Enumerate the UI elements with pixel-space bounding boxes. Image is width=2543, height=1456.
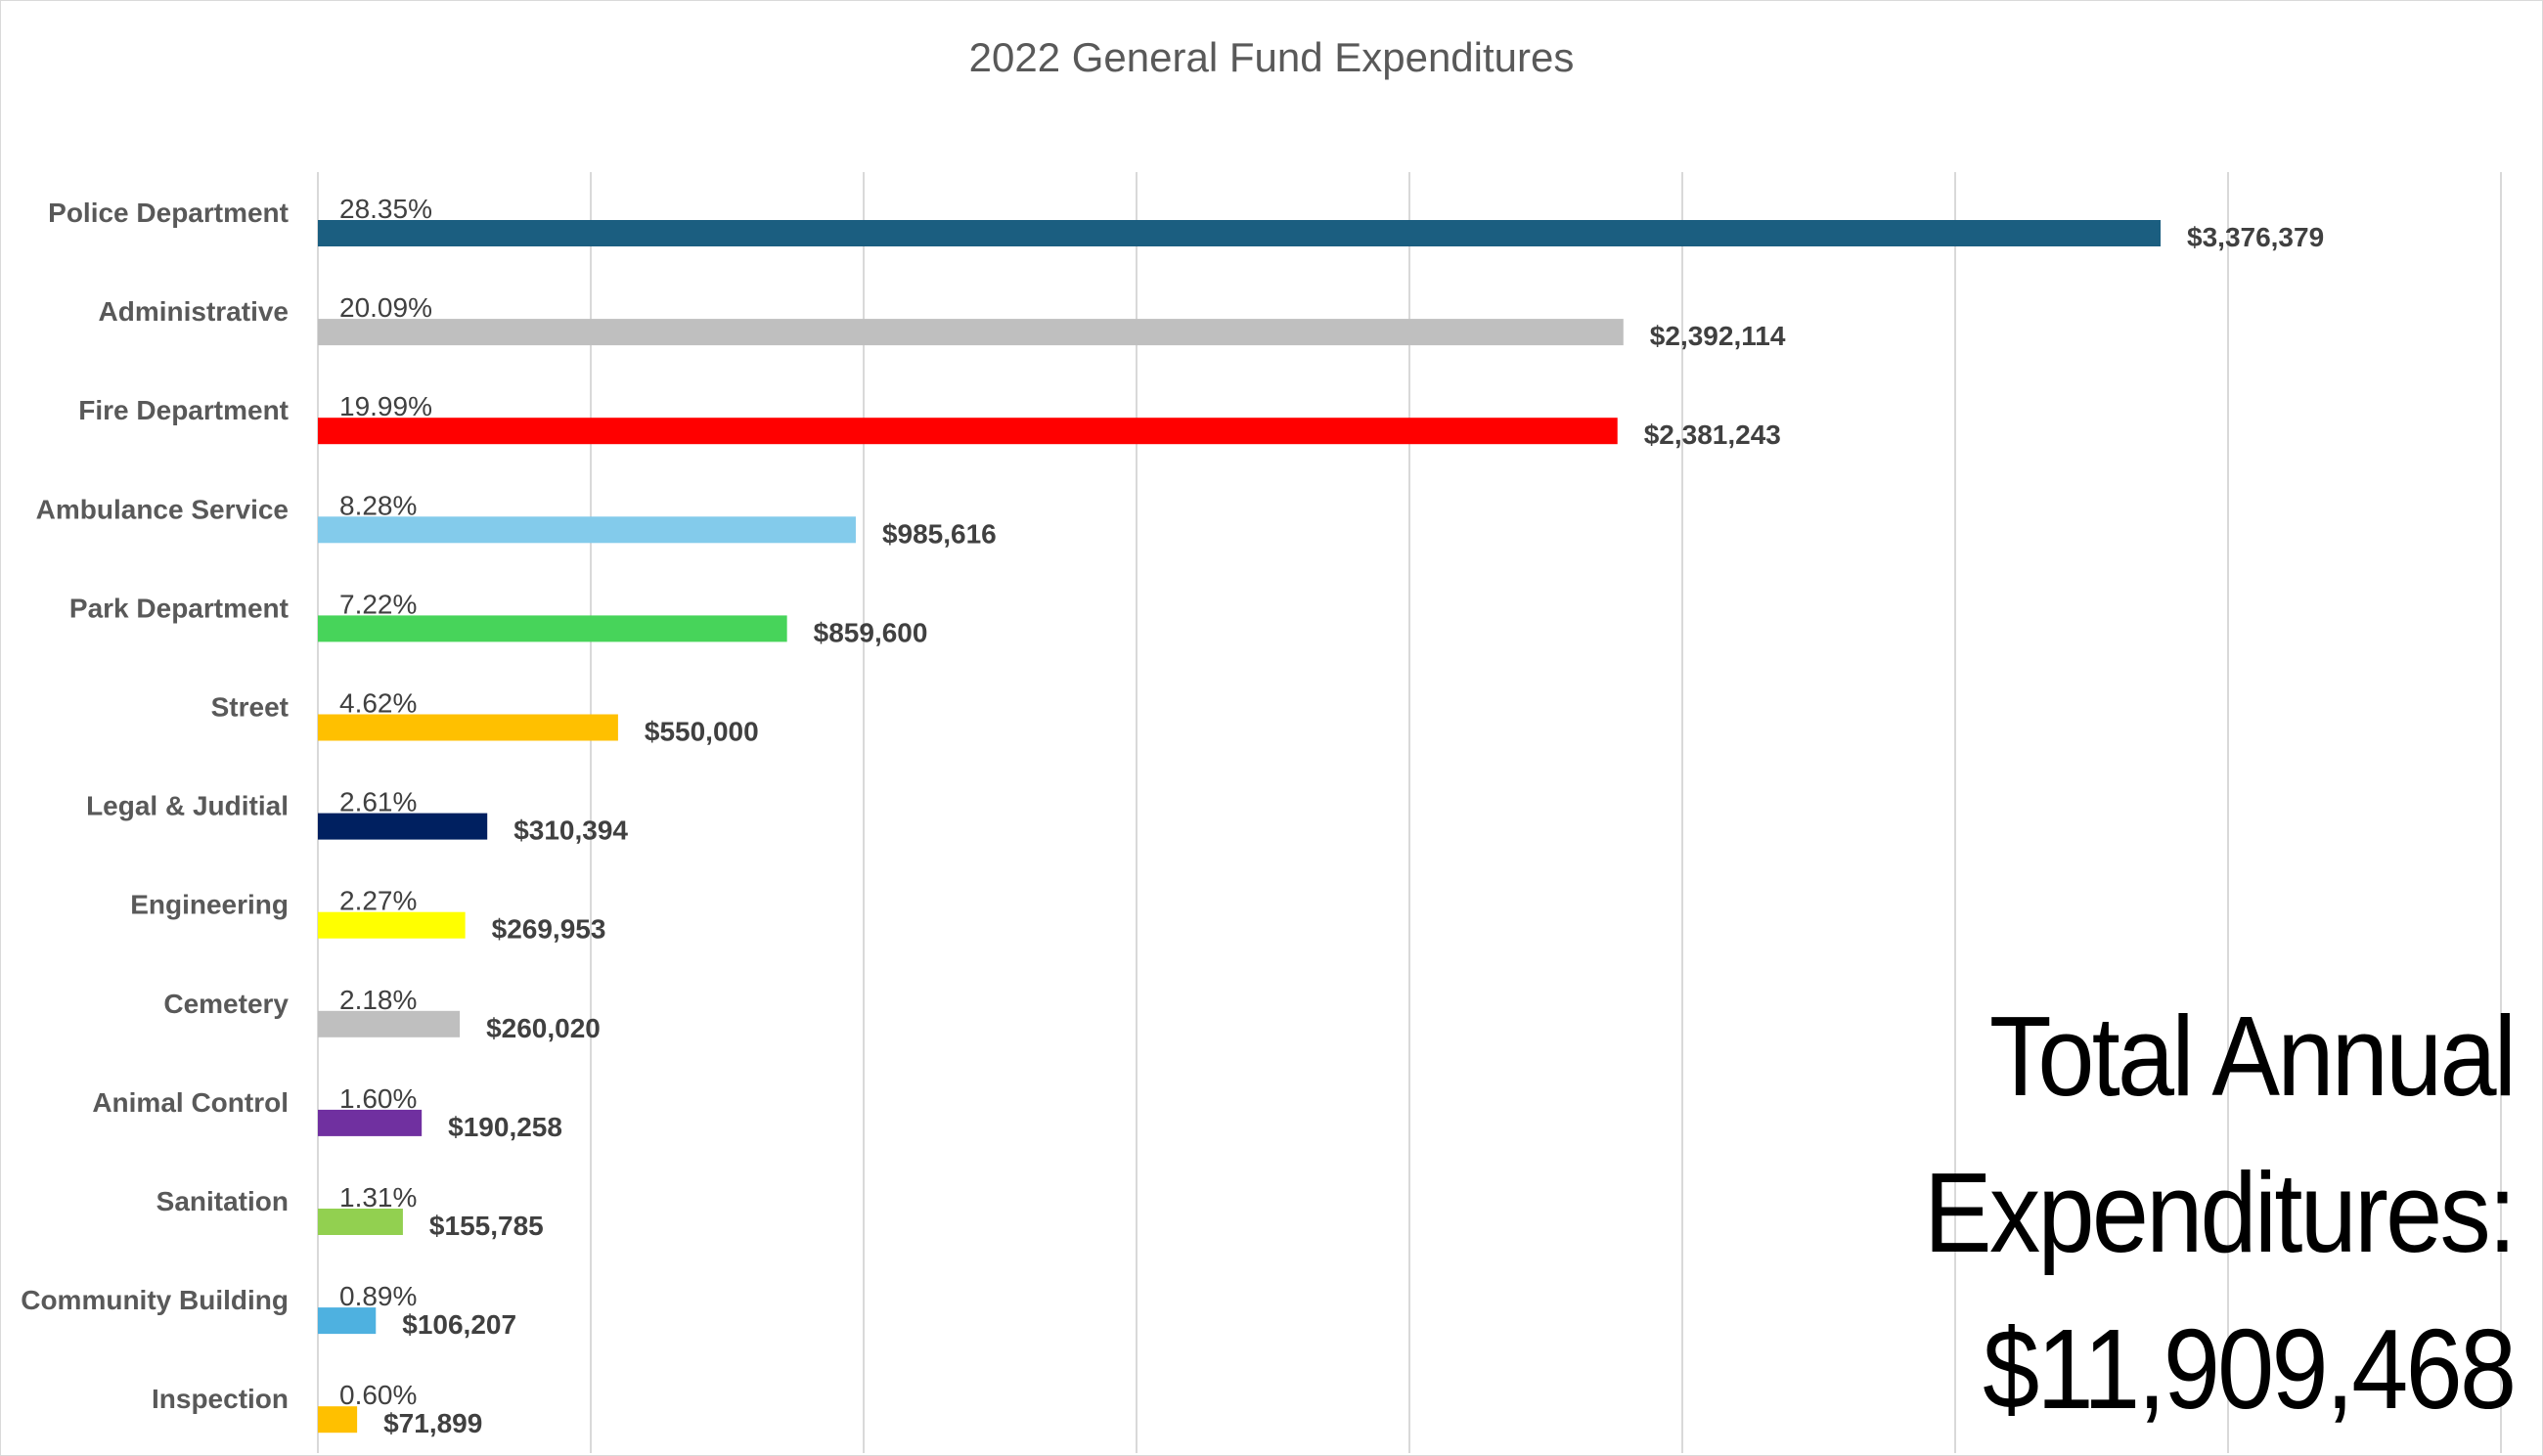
bar-row: Legal & Juditial 2.61% $310,394 xyxy=(86,787,628,846)
bar xyxy=(318,1109,423,1136)
percent-label: 2.61% xyxy=(339,787,417,817)
category-label: Fire Department xyxy=(78,395,289,425)
category-label: Park Department xyxy=(69,593,289,623)
bar xyxy=(318,1209,403,1235)
value-label: $310,394 xyxy=(513,816,628,846)
bar-row: Park Department 7.22% $859,600 xyxy=(69,589,928,647)
bar xyxy=(318,615,787,642)
percent-label: 1.31% xyxy=(339,1182,417,1213)
gridlines xyxy=(317,172,2502,1453)
value-label: $985,616 xyxy=(882,518,997,549)
bar-row: Engineering 2.27% $269,953 xyxy=(130,886,605,945)
value-label: $3,376,379 xyxy=(2187,222,2324,252)
category-label: Street xyxy=(211,692,289,723)
bar xyxy=(318,813,488,840)
category-label: Animal Control xyxy=(92,1087,289,1118)
bar-row: Street 4.62% $550,000 xyxy=(211,688,759,747)
percent-label: 7.22% xyxy=(339,589,417,619)
bar xyxy=(318,1010,461,1037)
percent-label: 1.60% xyxy=(339,1083,417,1114)
percent-label: 0.89% xyxy=(339,1281,417,1311)
value-label: $269,953 xyxy=(492,914,606,945)
value-label: $2,381,243 xyxy=(1644,419,1781,450)
total-annotation: Total Annual Expenditures: $11,909,468 xyxy=(1858,978,2517,1447)
percent-label: 28.35% xyxy=(339,194,432,224)
bar-row: Inspection 0.60%$71,899 xyxy=(152,1380,482,1438)
bar xyxy=(318,714,618,741)
value-label: $106,207 xyxy=(402,1309,516,1340)
bar xyxy=(318,220,2162,246)
category-label: Inspection xyxy=(152,1384,289,1414)
percent-label: 2.18% xyxy=(339,985,417,1015)
category-label: Ambulance Service xyxy=(36,494,289,524)
bars: Police Department 28.35% $3,376,379 Adminis… xyxy=(21,194,2324,1438)
value-label: $550,000 xyxy=(645,717,759,747)
bar-row: Cemetery 2.18% $260,020 xyxy=(163,985,601,1043)
total-line-1: Total Annual xyxy=(1988,993,2517,1120)
category-label: Sanitation xyxy=(156,1186,289,1216)
bar xyxy=(318,1307,377,1335)
bar-row: Sanitation 1.31% $155,785 xyxy=(156,1182,544,1241)
bar-row: Administrative 20.09% $2,392,114 xyxy=(99,292,1786,351)
bar-row: Animal Control 1.60% $190,258 xyxy=(92,1083,562,1142)
percent-label: 2.27% xyxy=(339,886,417,916)
bar-row: Community Building 0.89%$106,207 xyxy=(21,1281,516,1340)
bar xyxy=(318,418,1618,445)
value-label: $155,785 xyxy=(429,1211,544,1241)
value-label: $190,258 xyxy=(448,1112,562,1142)
total-amount: $11,909,468 xyxy=(1982,1305,2517,1433)
value-label: $260,020 xyxy=(486,1013,601,1043)
category-label: Police Department xyxy=(48,198,289,228)
percent-label: 4.62% xyxy=(339,688,417,719)
percent-label: 0.60% xyxy=(339,1380,417,1410)
bar xyxy=(318,516,856,544)
bar xyxy=(318,1406,358,1434)
category-label: Administrative xyxy=(99,296,290,327)
total-line-2: Expenditures: xyxy=(1923,1149,2517,1276)
value-label: $859,600 xyxy=(814,617,928,647)
bar xyxy=(318,319,1624,346)
category-label: Engineering xyxy=(130,890,289,920)
value-label: $71,899 xyxy=(383,1408,482,1438)
bar-row: Police Department 28.35% $3,376,379 xyxy=(48,194,2324,252)
category-label: Cemetery xyxy=(163,989,289,1019)
percent-label: 8.28% xyxy=(339,490,417,520)
category-label: Legal & Juditial xyxy=(86,791,289,821)
chart-title: 2022 General Fund Expenditures xyxy=(969,34,1575,80)
bar-row: Fire Department 19.99% $2,381,243 xyxy=(78,391,1781,450)
bar xyxy=(318,911,466,939)
value-label: $2,392,114 xyxy=(1650,321,1786,351)
category-label: Community Building xyxy=(21,1285,289,1315)
bar-row: Ambulance Service 8.28% $985,616 xyxy=(36,490,997,549)
percent-label: 20.09% xyxy=(339,292,432,323)
percent-label: 19.99% xyxy=(339,391,432,421)
